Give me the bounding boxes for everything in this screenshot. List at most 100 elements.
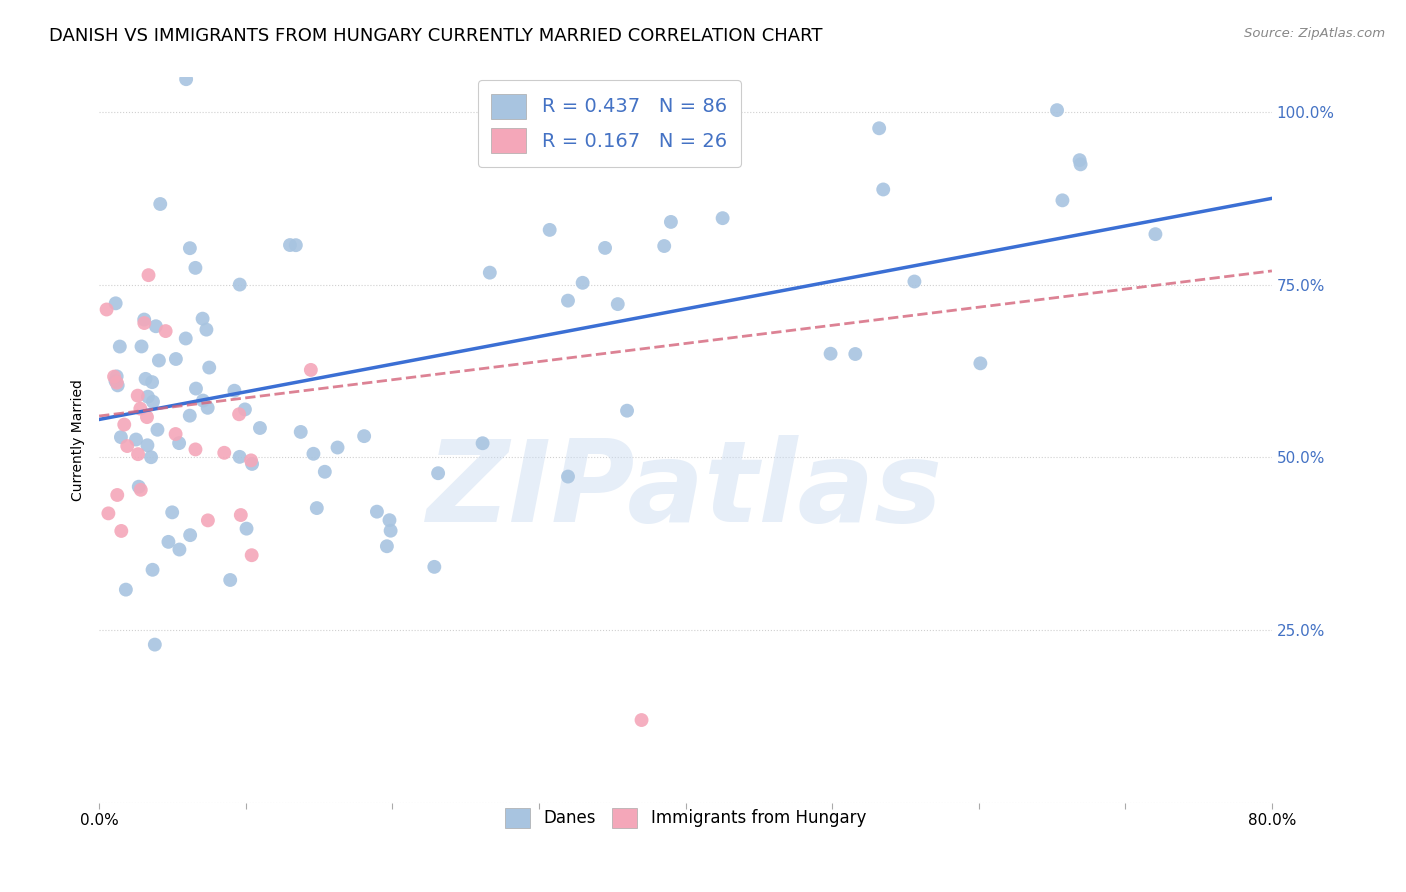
Point bbox=[174, 331, 197, 345]
Point bbox=[105, 488, 128, 502]
Point bbox=[103, 369, 125, 384]
Point bbox=[138, 268, 160, 282]
Point bbox=[135, 372, 157, 386]
Point bbox=[423, 559, 446, 574]
Point bbox=[538, 223, 561, 237]
Point bbox=[108, 340, 131, 354]
Point bbox=[136, 438, 159, 452]
Point bbox=[96, 302, 118, 317]
Point bbox=[184, 260, 207, 275]
Point bbox=[375, 539, 398, 553]
Point bbox=[380, 524, 402, 538]
Y-axis label: Currently Married: Currently Married bbox=[72, 379, 86, 501]
Point bbox=[228, 450, 250, 464]
Point bbox=[157, 534, 180, 549]
Point bbox=[115, 439, 138, 453]
Point bbox=[903, 275, 925, 289]
Point bbox=[969, 356, 991, 370]
Point bbox=[606, 297, 628, 311]
Point bbox=[299, 363, 322, 377]
Point bbox=[148, 353, 170, 368]
Point bbox=[169, 542, 191, 557]
Point bbox=[179, 409, 201, 423]
Point bbox=[107, 378, 129, 392]
Point bbox=[630, 713, 652, 727]
Point bbox=[593, 241, 616, 255]
Point bbox=[145, 319, 167, 334]
Point bbox=[219, 573, 242, 587]
Point bbox=[197, 513, 219, 527]
Point bbox=[1046, 103, 1069, 117]
Point bbox=[557, 293, 579, 308]
Point bbox=[141, 375, 163, 389]
Point bbox=[249, 421, 271, 435]
Point bbox=[142, 563, 165, 577]
Point bbox=[1144, 227, 1167, 242]
Point bbox=[844, 347, 866, 361]
Point bbox=[127, 447, 149, 461]
Point bbox=[146, 423, 169, 437]
Point bbox=[136, 390, 159, 404]
Point bbox=[1052, 194, 1074, 208]
Point bbox=[284, 238, 307, 252]
Point bbox=[104, 374, 127, 388]
Point bbox=[165, 427, 187, 442]
Point bbox=[571, 276, 593, 290]
Point bbox=[105, 369, 128, 384]
Point bbox=[197, 401, 219, 415]
Point bbox=[155, 324, 177, 338]
Point bbox=[165, 351, 187, 366]
Point bbox=[174, 72, 197, 87]
Point bbox=[326, 441, 349, 455]
Point bbox=[278, 238, 301, 252]
Point bbox=[240, 457, 263, 471]
Point bbox=[191, 311, 214, 326]
Point bbox=[872, 182, 894, 196]
Point bbox=[378, 513, 401, 527]
Point bbox=[142, 394, 165, 409]
Point bbox=[652, 239, 675, 253]
Point bbox=[184, 442, 207, 457]
Point bbox=[659, 215, 682, 229]
Point bbox=[105, 376, 128, 390]
Point bbox=[131, 339, 153, 353]
Point bbox=[233, 402, 256, 417]
Point bbox=[314, 465, 336, 479]
Point bbox=[143, 638, 166, 652]
Point bbox=[179, 241, 201, 255]
Point bbox=[134, 316, 156, 330]
Point bbox=[557, 469, 579, 483]
Point bbox=[128, 480, 150, 494]
Point bbox=[1070, 157, 1092, 171]
Point bbox=[214, 446, 236, 460]
Point bbox=[305, 501, 328, 516]
Point bbox=[160, 505, 183, 519]
Point bbox=[125, 433, 148, 447]
Point bbox=[1069, 153, 1091, 168]
Point bbox=[290, 425, 312, 439]
Point bbox=[366, 505, 388, 519]
Point bbox=[240, 548, 263, 562]
Point bbox=[110, 430, 132, 444]
Point bbox=[110, 524, 132, 538]
Point bbox=[524, 125, 547, 139]
Point bbox=[302, 447, 325, 461]
Point bbox=[136, 410, 159, 425]
Point bbox=[353, 429, 375, 443]
Text: Source: ZipAtlas.com: Source: ZipAtlas.com bbox=[1244, 27, 1385, 40]
Point bbox=[179, 528, 201, 542]
Point bbox=[97, 507, 120, 521]
Point bbox=[228, 407, 250, 421]
Point bbox=[616, 403, 638, 417]
Point bbox=[139, 450, 162, 465]
Text: ZIPatlas: ZIPatlas bbox=[427, 435, 943, 547]
Point bbox=[104, 296, 127, 310]
Text: DANISH VS IMMIGRANTS FROM HUNGARY CURRENTLY MARRIED CORRELATION CHART: DANISH VS IMMIGRANTS FROM HUNGARY CURREN… bbox=[49, 27, 823, 45]
Point bbox=[229, 508, 252, 522]
Point bbox=[149, 197, 172, 211]
Point bbox=[240, 453, 263, 467]
Legend: Danes, Immigrants from Hungary: Danes, Immigrants from Hungary bbox=[498, 801, 873, 835]
Point bbox=[191, 393, 214, 408]
Point bbox=[478, 266, 501, 280]
Point bbox=[427, 467, 450, 481]
